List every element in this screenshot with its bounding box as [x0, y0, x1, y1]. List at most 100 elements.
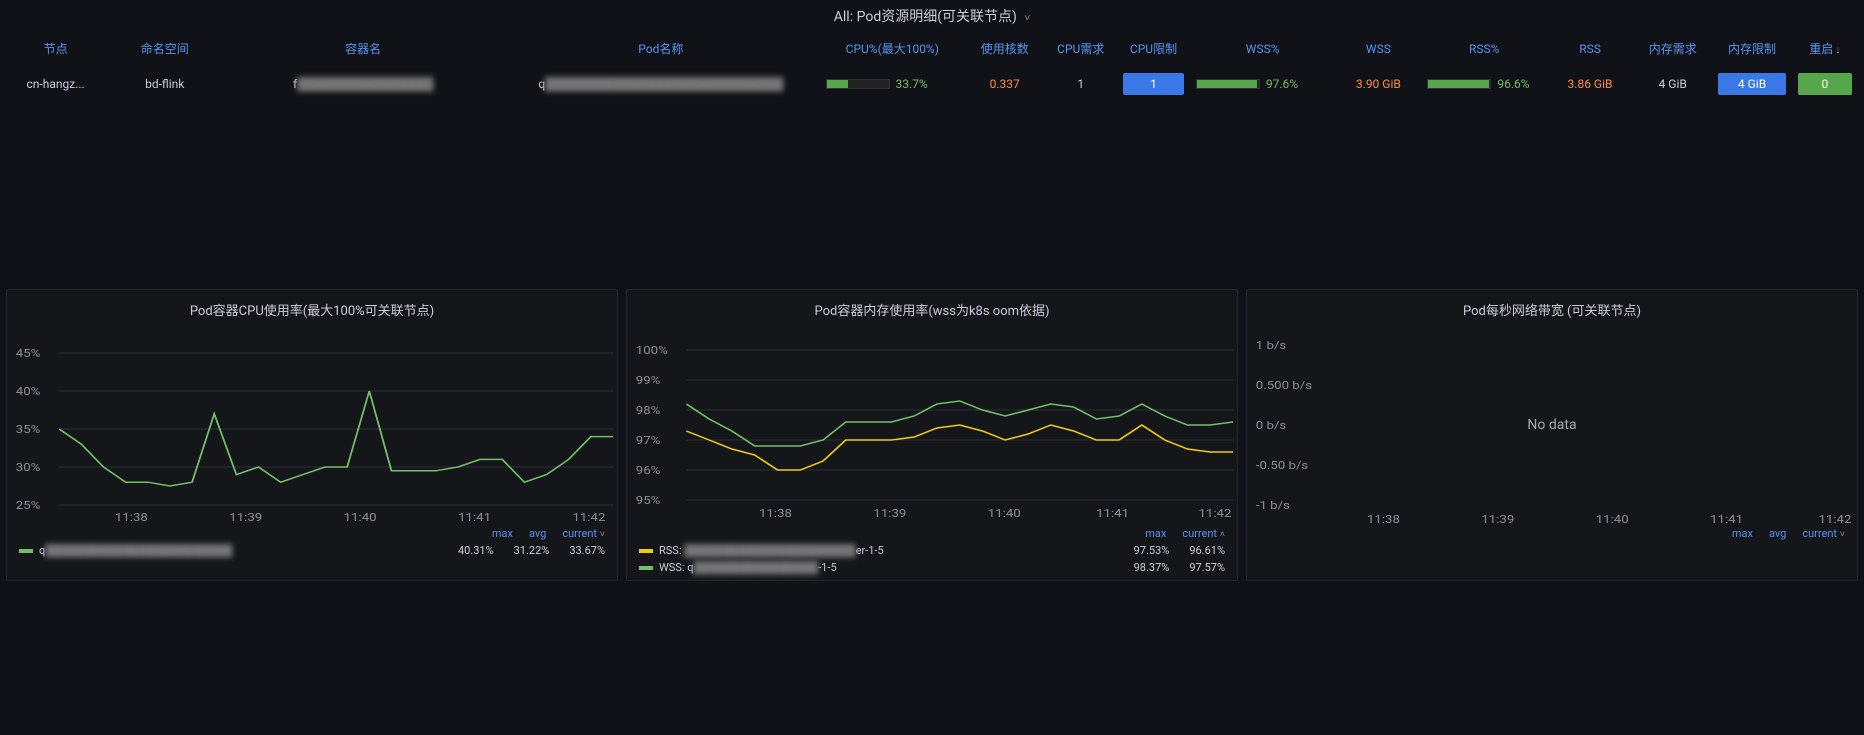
- svg-text:35%: 35%: [16, 423, 41, 436]
- cpu-series: [59, 391, 613, 486]
- svg-text:40%: 40%: [16, 385, 41, 398]
- legend-row[interactable]: RSS: ██████████████████████er-1-5 97.53%…: [631, 542, 1233, 559]
- cpu-chart-panel[interactable]: Pod容器CPU使用率(最大100%可关联节点) 25% 30% 35% 40%…: [6, 289, 618, 581]
- col-wss-pct[interactable]: WSS%: [1190, 32, 1336, 65]
- col-cores[interactable]: 使用核数: [965, 32, 1044, 65]
- swatch-icon: [639, 549, 653, 553]
- svg-text:95%: 95%: [636, 494, 661, 507]
- wss-series: [686, 401, 1233, 446]
- legend-current: 97.57%: [1189, 561, 1225, 574]
- cell-cpu-pct: 33.7%: [820, 65, 966, 103]
- restart-chip: 0: [1798, 73, 1852, 95]
- cell-mem-req: 4 GiB: [1633, 65, 1712, 103]
- mem-chart: 95% 96% 97% 98% 99% 100% 11:38 11:39 11:…: [631, 325, 1233, 525]
- mem-chart-panel[interactable]: Pod容器内存使用率(wss为k8s oom依据) 95% 96% 97% 98…: [626, 289, 1238, 581]
- col-cpu-lim[interactable]: CPU限制: [1117, 32, 1190, 65]
- cell-rss: 3.86 GiB: [1547, 65, 1633, 103]
- no-data-label: No data: [1251, 325, 1853, 525]
- title-prefix: All:: [834, 9, 853, 25]
- cell-pod: q████████████████████████████: [502, 65, 819, 103]
- svg-text:11:41: 11:41: [1096, 507, 1129, 520]
- redacted-text: ████████████████████████████: [545, 77, 783, 91]
- svg-text:30%: 30%: [16, 461, 41, 474]
- cell-mem-lim: 4 GiB: [1712, 65, 1791, 103]
- svg-text:11:38: 11:38: [115, 511, 148, 524]
- cell-container: f████████████████: [224, 65, 502, 103]
- cpu-lim-chip: 1: [1123, 73, 1184, 95]
- panel-title-row[interactable]: All: Pod资源明细(可关联节点) ˅: [6, 0, 1858, 32]
- svg-text:11:40: 11:40: [344, 511, 377, 524]
- cell-wss-pct: 97.6%: [1190, 65, 1336, 103]
- cell-rss-pct: 96.6%: [1421, 65, 1547, 103]
- cell-cores: 0.337: [965, 65, 1044, 103]
- svg-text:96%: 96%: [636, 464, 661, 477]
- charts-row: Pod容器CPU使用率(最大100%可关联节点) 25% 30% 35% 40%…: [0, 283, 1864, 587]
- redacted-text: ████████████████: [297, 77, 433, 91]
- svg-text:11:40: 11:40: [988, 507, 1021, 520]
- legend-header: max avg current ˅: [1251, 525, 1853, 542]
- net-chart-panel[interactable]: Pod每秒网络带宽 (可关联节点) 1 b/s 0.500 b/s 0 b/s …: [1246, 289, 1858, 581]
- legend-row[interactable]: q████████████████████████ 40.31% 31.22% …: [11, 542, 613, 559]
- swatch-icon: [639, 566, 653, 570]
- col-restart[interactable]: 重启↓: [1792, 32, 1858, 65]
- svg-text:11:38: 11:38: [759, 507, 792, 520]
- col-namespace[interactable]: 命名空间: [105, 32, 224, 65]
- legend-col-current[interactable]: current ˄: [1182, 527, 1225, 540]
- col-mem-lim[interactable]: 内存限制: [1712, 32, 1791, 65]
- wss-pct-value: 97.6%: [1266, 77, 1298, 91]
- col-container[interactable]: 容器名: [224, 32, 502, 65]
- legend-col-avg[interactable]: avg: [1769, 527, 1786, 540]
- chart-title: Pod容器内存使用率(wss为k8s oom依据): [631, 294, 1233, 325]
- sort-down-icon: ↓: [1835, 45, 1840, 56]
- legend-max: 98.37%: [1134, 561, 1170, 574]
- legend-col-max[interactable]: max: [492, 527, 513, 540]
- panel-title: Pod资源明细(可关联节点): [857, 9, 1017, 25]
- table-row[interactable]: cn-hangz... bd-flink f████████████████ q…: [6, 65, 1858, 103]
- legend-col-max[interactable]: max: [1145, 527, 1166, 540]
- svg-text:11:39: 11:39: [873, 507, 906, 520]
- legend-max: 40.31%: [458, 544, 494, 557]
- legend-label: q████████████████████████: [39, 544, 232, 557]
- pod-detail-table: 节点 命名空间 容器名 Pod名称 CPU%(最大100%) 使用核数 CPU需…: [6, 32, 1858, 103]
- chart-title: Pod每秒网络带宽 (可关联节点): [1251, 294, 1853, 325]
- legend-current: 33.67%: [569, 544, 605, 557]
- legend-current: 96.61%: [1189, 544, 1225, 557]
- svg-text:98%: 98%: [636, 404, 661, 417]
- legend-avg: 31.22%: [514, 544, 550, 557]
- svg-text:11:39: 11:39: [229, 511, 262, 524]
- cell-cpu-req: 1: [1044, 65, 1117, 103]
- legend-label: RSS: ██████████████████████er-1-5: [659, 544, 884, 557]
- legend-header: max avg current ˅: [11, 525, 613, 542]
- legend-col-max[interactable]: max: [1732, 527, 1753, 540]
- legend-row[interactable]: WSS: q████████████████-1-5 98.37% 97.57%: [631, 559, 1233, 576]
- cell-ns: bd-flink: [105, 65, 224, 103]
- col-node[interactable]: 节点: [6, 32, 105, 65]
- col-cpu-req[interactable]: CPU需求: [1044, 32, 1117, 65]
- table-header-row: 节点 命名空间 容器名 Pod名称 CPU%(最大100%) 使用核数 CPU需…: [6, 32, 1858, 65]
- col-wss[interactable]: WSS: [1335, 32, 1421, 65]
- cell-node: cn-hangz...: [6, 65, 105, 103]
- svg-text:11:42: 11:42: [572, 511, 605, 524]
- svg-text:11:42: 11:42: [1198, 507, 1231, 520]
- cpu-chart: 25% 30% 35% 40% 45% 11:38 11:39 11:40 11…: [11, 325, 613, 525]
- svg-text:100%: 100%: [636, 344, 668, 357]
- legend-label: WSS: q████████████████-1-5: [659, 561, 837, 574]
- svg-text:45%: 45%: [16, 347, 41, 360]
- legend-col-current[interactable]: current ˅: [1802, 527, 1845, 540]
- chevron-down-icon: ˅: [1024, 13, 1030, 24]
- legend-col-current[interactable]: current ˅: [562, 527, 605, 540]
- svg-text:97%: 97%: [636, 434, 661, 447]
- gauge-bar: [1427, 79, 1491, 89]
- col-cpu-pct[interactable]: CPU%(最大100%): [820, 32, 966, 65]
- pod-detail-panel: All: Pod资源明细(可关联节点) ˅ 节点 命名空间 容器名 Pod名称 …: [0, 0, 1864, 103]
- col-pod[interactable]: Pod名称: [502, 32, 819, 65]
- cell-wss: 3.90 GiB: [1335, 65, 1421, 103]
- svg-text:25%: 25%: [16, 499, 41, 512]
- col-rss[interactable]: RSS: [1547, 32, 1633, 65]
- legend-col-avg[interactable]: avg: [529, 527, 546, 540]
- col-mem-req[interactable]: 内存需求: [1633, 32, 1712, 65]
- cpu-pct-value: 33.7%: [896, 77, 928, 91]
- col-rss-pct[interactable]: RSS%: [1421, 32, 1547, 65]
- legend-max: 97.53%: [1134, 544, 1170, 557]
- swatch-icon: [19, 549, 33, 553]
